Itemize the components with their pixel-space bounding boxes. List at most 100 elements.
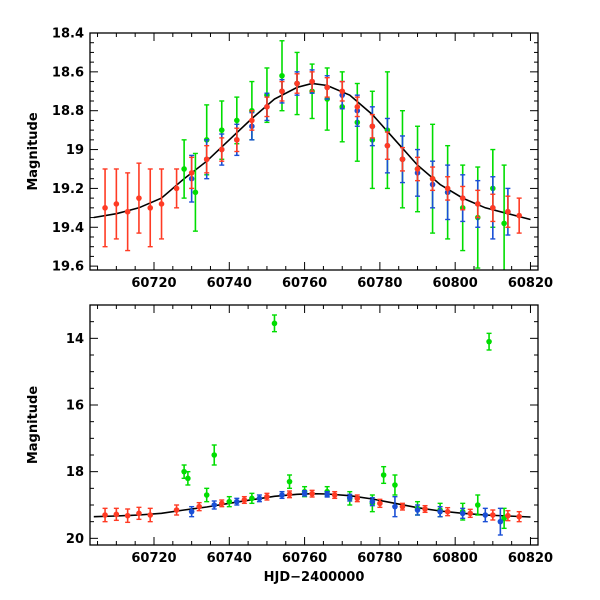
data-point (124, 208, 131, 215)
data-point (188, 508, 195, 515)
data-point (490, 512, 496, 518)
series-2 (102, 489, 522, 524)
data-point (218, 146, 225, 153)
data-point (459, 195, 466, 201)
data-point (339, 88, 346, 95)
x-tick-label: 60740 (207, 276, 252, 291)
data-point (490, 205, 496, 211)
data-point (279, 492, 285, 498)
data-point (113, 201, 120, 207)
y-tick-label: 14 (66, 332, 84, 347)
data-point (346, 494, 353, 501)
data-point (482, 512, 489, 518)
bottom-panel: 60720 60740 60760 60780 60800 60820 14 16 18 20 Ma… (26, 304, 553, 585)
x-tick-label: 60800 (433, 551, 478, 566)
y-axis-title: Magnitude (26, 386, 41, 465)
data-point (271, 320, 278, 327)
data-point (501, 220, 507, 227)
data-point (414, 166, 421, 172)
series-2 (102, 71, 522, 252)
data-point (241, 497, 248, 503)
data-point (354, 104, 361, 110)
x-tick-label: 60780 (357, 276, 402, 291)
plot-frame (89, 304, 539, 546)
data-point (249, 117, 255, 124)
data-point (331, 492, 338, 498)
data-point (196, 503, 202, 510)
data-point (203, 156, 210, 163)
y-tick-label: 19.2 (52, 182, 84, 197)
data-point (185, 475, 191, 482)
y-tick-label: 18.4 (52, 27, 84, 42)
data-point (422, 506, 428, 512)
data-point (136, 195, 142, 201)
data-point (309, 78, 315, 85)
x-tick-label: 60720 (131, 276, 176, 291)
series-1 (188, 489, 504, 536)
data-point (234, 137, 240, 143)
data-point (173, 185, 180, 192)
plot-area (93, 314, 531, 536)
x-tick-label: 60820 (508, 551, 553, 566)
data-point (234, 498, 240, 505)
data-point (444, 185, 451, 192)
data-point (264, 493, 270, 500)
data-point (486, 338, 492, 345)
data-point (459, 510, 466, 517)
data-point (173, 507, 180, 513)
data-point (399, 156, 406, 163)
x-axis-title: HJD−2400000 (264, 570, 365, 585)
data-point (188, 170, 195, 176)
data-point (380, 472, 387, 478)
data-point (444, 508, 451, 515)
data-point (384, 142, 391, 149)
data-point (256, 495, 263, 502)
data-point (249, 495, 255, 502)
data-point (369, 498, 376, 505)
x-tick-label: 60780 (357, 551, 402, 566)
data-point (234, 117, 240, 124)
data-point (192, 189, 199, 196)
y-tick-label: 19.4 (52, 221, 84, 236)
data-point (181, 468, 187, 475)
data-point (286, 491, 293, 498)
data-point (399, 503, 406, 510)
data-point (102, 205, 108, 211)
data-point (505, 512, 511, 519)
data-point (474, 201, 481, 207)
data-point (324, 491, 330, 498)
data-point (309, 490, 315, 497)
data-point (158, 201, 165, 207)
y-tick-label: 18 (66, 465, 84, 480)
data-point (181, 166, 187, 172)
data-point (354, 495, 361, 502)
x-tick-label: 60760 (282, 276, 327, 291)
y-tick-label: 20 (66, 532, 84, 547)
data-point (392, 503, 398, 510)
y-tick-label: 19.6 (52, 260, 84, 275)
data-point (516, 212, 522, 219)
data-point (467, 510, 474, 517)
y-tick-label: 18.6 (52, 65, 84, 80)
data-point (279, 72, 285, 79)
data-point (392, 482, 398, 488)
data-point (437, 508, 443, 515)
data-point (102, 512, 108, 518)
data-point (147, 512, 154, 518)
data-point (218, 127, 225, 133)
x-tick-label: 60820 (508, 276, 553, 291)
data-point (414, 507, 421, 513)
y-tick-label: 16 (66, 399, 84, 414)
data-point (124, 512, 131, 519)
data-point (218, 500, 225, 507)
data-point (147, 205, 154, 211)
y-axis-title: Magnitude (26, 112, 41, 191)
data-point (113, 511, 120, 518)
data-point (136, 510, 142, 517)
plot-area (93, 40, 531, 270)
data-point (516, 513, 522, 520)
data-point (369, 123, 376, 130)
data-point (294, 80, 300, 87)
series-0 (181, 40, 507, 270)
y-tick-label: 18.8 (52, 104, 84, 119)
